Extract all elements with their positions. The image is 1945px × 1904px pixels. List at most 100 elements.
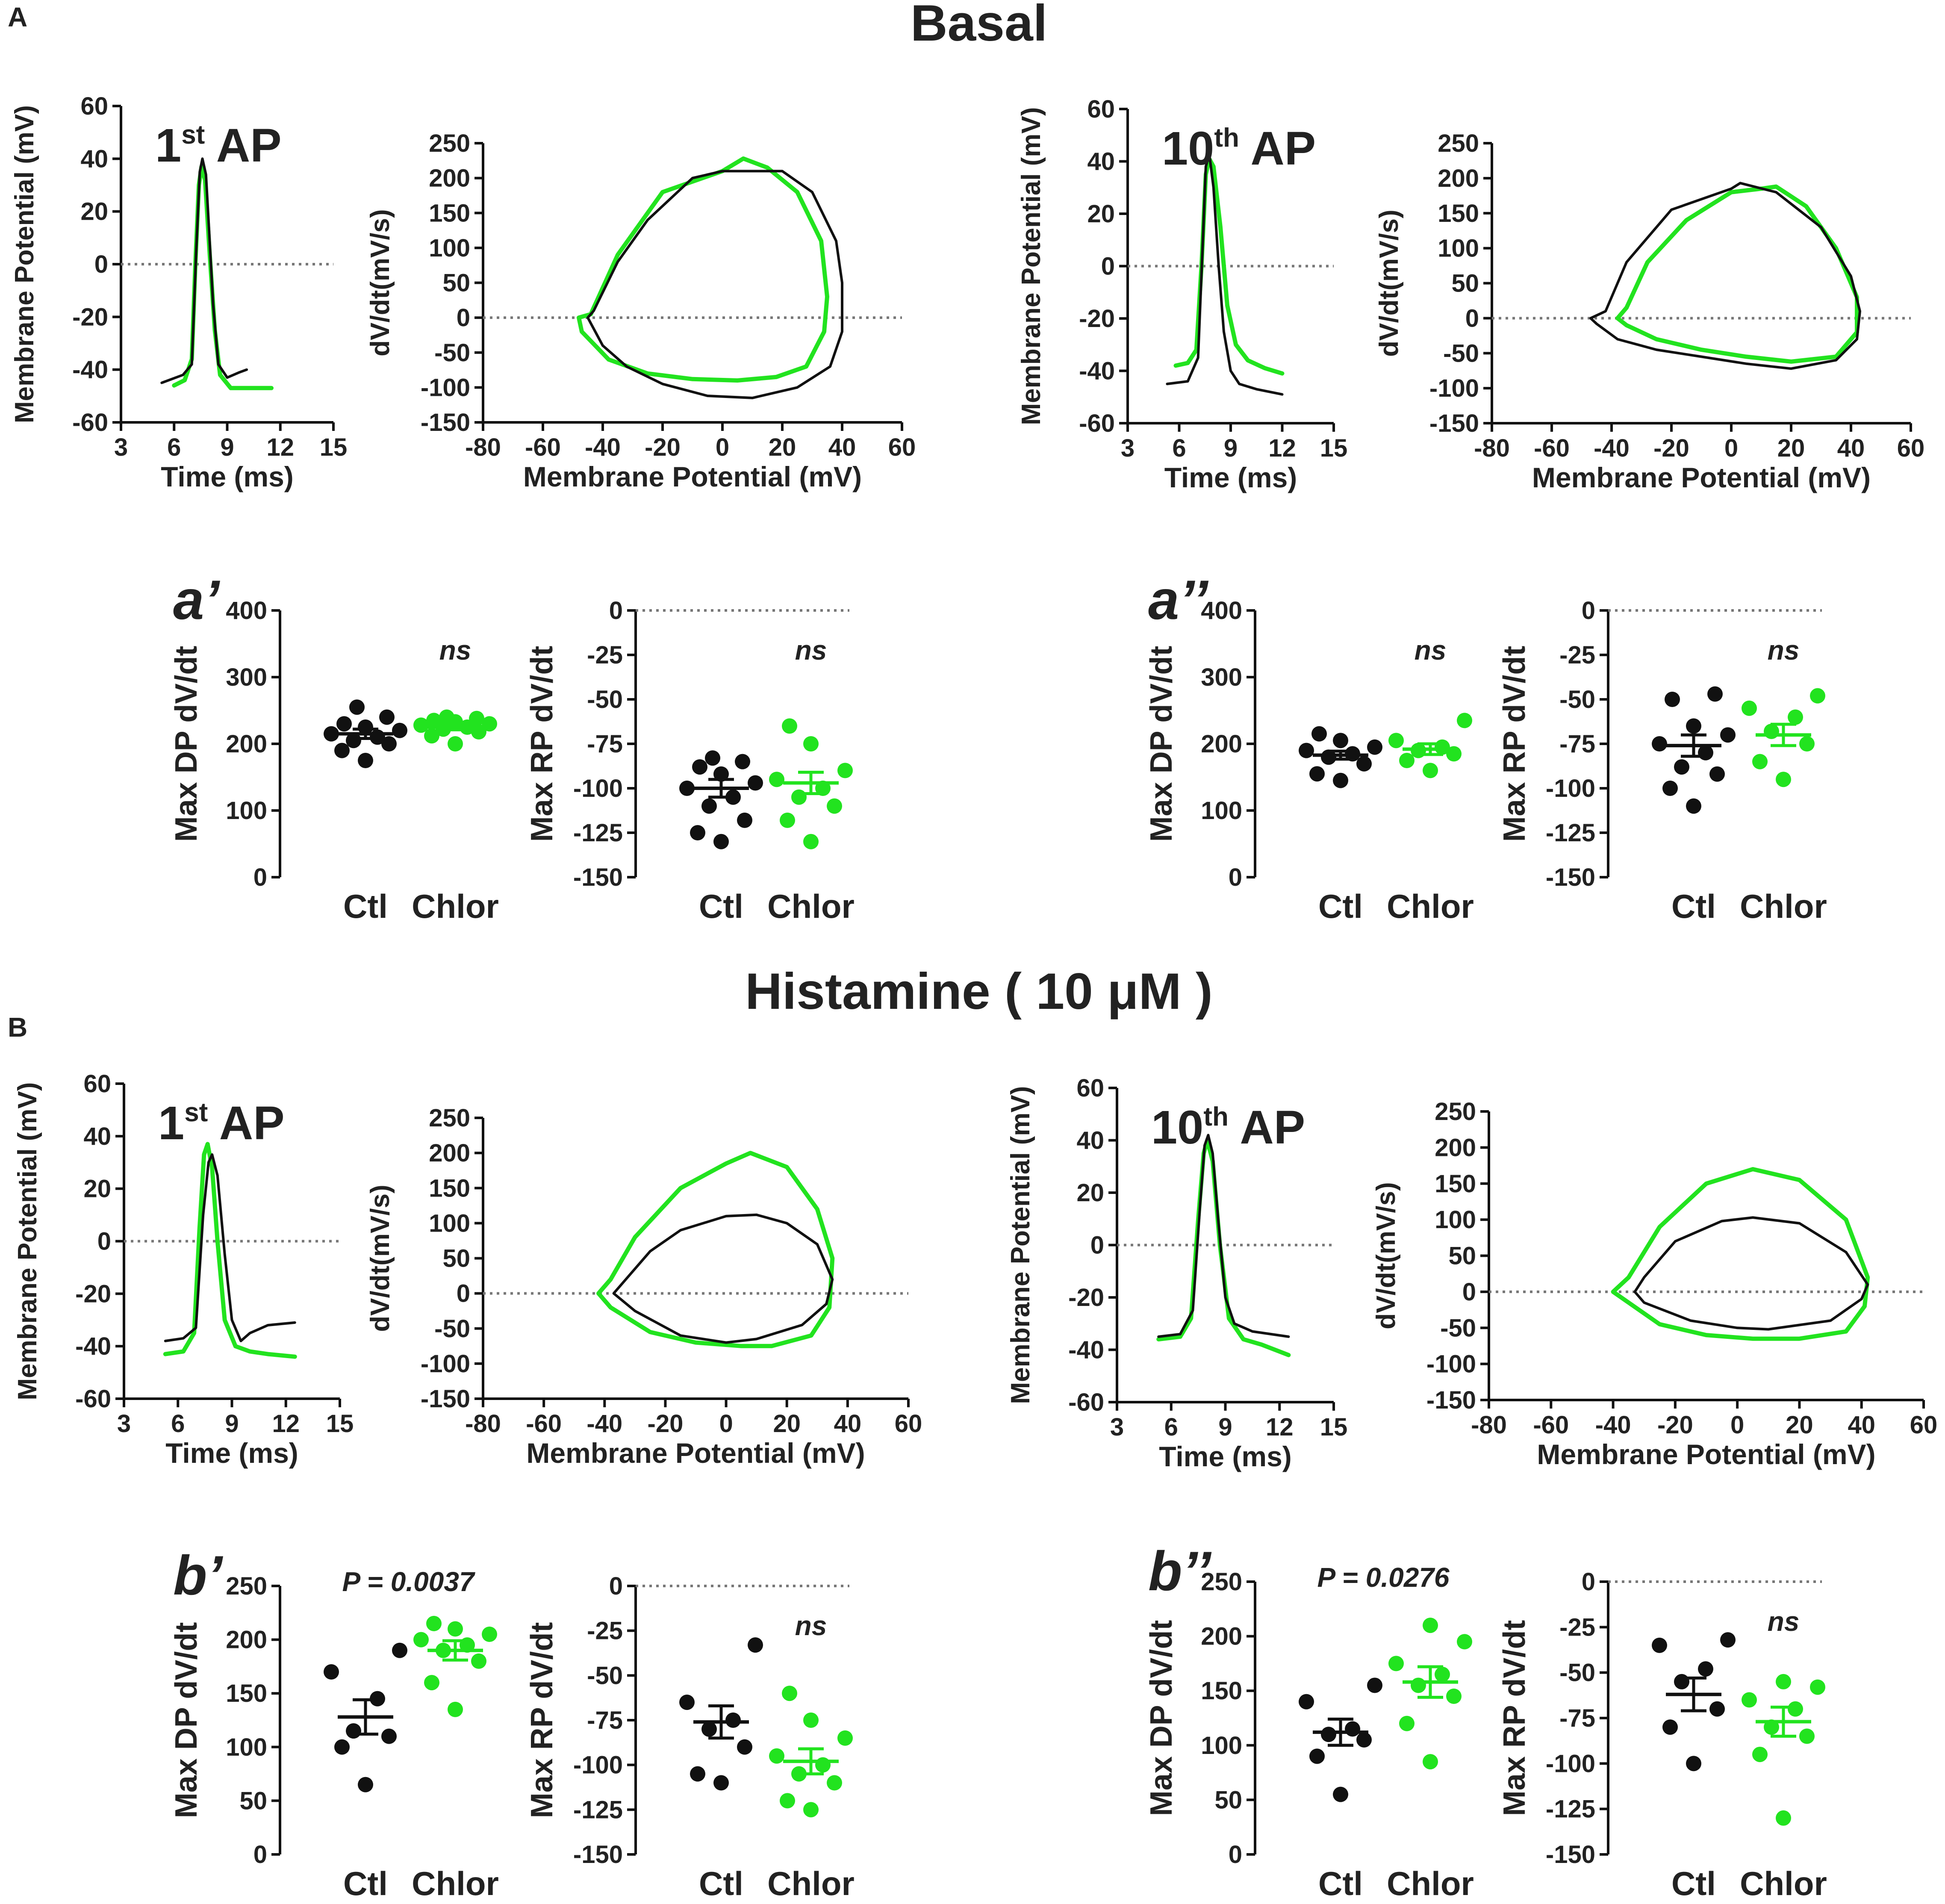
data-point-chlor	[1752, 1747, 1768, 1763]
data-point-ctl	[358, 1777, 373, 1792]
data-point-ctl	[1652, 1637, 1667, 1653]
category-label-ctl: Ctl	[699, 1865, 743, 1902]
y-tick-label: 40	[80, 145, 108, 173]
x-tick-label: 40	[828, 433, 856, 461]
data-point-ctl	[334, 1739, 350, 1755]
y-tick-label: 200	[1201, 1623, 1242, 1651]
y-tick-label: -50	[1443, 339, 1479, 367]
chart-b2_rp: -150 -125 -100 -75 -50 -25 0 Max RP dV/dt Ctl Chl…	[1497, 1568, 1827, 1902]
y-tick-label: 0	[1101, 253, 1115, 280]
x-tick-label: -80	[465, 1410, 501, 1438]
data-point-chlor	[1776, 1674, 1791, 1689]
significance-annotation: ns	[1768, 1606, 1800, 1637]
y-tick-label: -125	[1546, 819, 1595, 847]
x-tick-label: 60	[895, 1410, 922, 1438]
data-point-ctl	[679, 781, 695, 796]
data-point-ctl	[381, 736, 397, 752]
y-tick-label: 60	[83, 1070, 111, 1098]
data-point-chlor	[426, 713, 442, 728]
y-axis-label: Membrane Potential (mV)	[1006, 1086, 1035, 1404]
data-point-chlor	[803, 1802, 819, 1818]
data-point-chlor	[1810, 688, 1825, 704]
y-tick-label: -125	[573, 1796, 623, 1824]
category-label-chlor: Chlor	[1740, 1865, 1827, 1902]
series-line-ctl	[612, 1213, 834, 1344]
y-tick-label: -150	[1546, 864, 1595, 891]
y-tick-label: -50	[1559, 686, 1595, 713]
y-tick-label: 150	[226, 1680, 267, 1707]
data-point-chlor	[426, 1615, 442, 1631]
x-tick-label: 15	[326, 1410, 354, 1438]
x-tick-label: 0	[716, 433, 729, 461]
data-point-ctl	[379, 709, 395, 725]
y-tick-label: -20	[75, 1280, 111, 1308]
x-tick-label: 15	[1320, 434, 1348, 462]
y-tick-label: -75	[1559, 730, 1595, 758]
y-tick-label: 0	[1462, 1278, 1476, 1306]
y-tick-label: 0	[1582, 597, 1595, 625]
y-tick-label: 150	[429, 1174, 470, 1202]
data-point-chlor	[424, 728, 439, 744]
series-line-chlor	[596, 1151, 835, 1348]
chart-B_pp1: -150-100-50050100150200250dV/dt(mV/s)-80…	[365, 1104, 922, 1469]
y-tick-label: 100	[226, 1733, 267, 1761]
data-point-ctl	[381, 1728, 397, 1744]
chart-A_pp1: -150-100-50050100150200250dV/dt(mV/s)-80…	[365, 130, 916, 492]
y-tick-label: -50	[1440, 1314, 1476, 1342]
y-tick-label: 100	[429, 234, 470, 262]
y-tick-label: -100	[1546, 1750, 1595, 1777]
y-tick-label: -100	[573, 1751, 623, 1779]
y-tick-label: 100	[226, 797, 267, 825]
y-tick-label: 40	[1076, 1127, 1104, 1155]
x-tick-label: -60	[1534, 434, 1570, 462]
data-point-chlor	[837, 763, 853, 778]
x-tick-label: 60	[1897, 434, 1925, 462]
data-point-chlor	[482, 716, 497, 732]
data-point-chlor	[1776, 1810, 1791, 1826]
data-point-ctl	[1709, 1701, 1725, 1717]
data-point-ctl	[748, 775, 763, 791]
series-line-ctl	[164, 1153, 296, 1342]
data-point-chlor	[413, 1632, 429, 1648]
data-point-ctl	[1333, 1786, 1348, 1802]
y-tick-label: -40	[1079, 357, 1115, 385]
data-point-chlor	[1423, 1618, 1438, 1633]
significance-annotation: ns	[439, 635, 472, 666]
y-axis-label: Max DP dV/dt	[169, 646, 203, 842]
y-axis-label: Membrane Potential (mV)	[13, 1082, 42, 1400]
category-label-chlor: Chlor	[767, 887, 855, 925]
data-point-chlor	[482, 1627, 497, 1642]
data-point-ctl	[1299, 1694, 1314, 1709]
y-tick-label: 250	[1201, 1568, 1242, 1596]
data-point-ctl	[1686, 718, 1701, 734]
panel-letter-a: A	[8, 2, 27, 32]
y-tick-label: -50	[587, 686, 623, 713]
y-tick-label: 0	[253, 1841, 267, 1869]
y-tick-label: 150	[1201, 1677, 1242, 1705]
x-tick-label: 9	[225, 1410, 239, 1438]
y-tick-label: -50	[1559, 1659, 1595, 1687]
data-point-chlor	[837, 1730, 853, 1746]
data-point-chlor	[1399, 1715, 1415, 1731]
data-point-chlor	[1399, 753, 1415, 768]
y-tick-label: -60	[72, 409, 108, 436]
category-label-ctl: Ctl	[343, 887, 388, 925]
data-point-chlor	[780, 812, 795, 828]
data-point-chlor	[471, 1653, 486, 1669]
data-point-chlor	[815, 1757, 831, 1773]
y-axis-label: dV/dt(mV/s)	[1371, 1182, 1401, 1329]
data-point-chlor	[1457, 713, 1472, 728]
y-tick-label: -100	[1426, 1350, 1476, 1378]
y-tick-label: 200	[1201, 730, 1242, 758]
y-tick-label: 300	[1201, 663, 1242, 691]
y-tick-label: 50	[442, 1245, 470, 1273]
y-tick-label: 60	[80, 92, 108, 120]
y-tick-label: 250	[226, 1572, 267, 1600]
data-point-chlor	[1752, 754, 1768, 769]
x-axis-label: Time (ms)	[1164, 462, 1297, 493]
data-point-chlor	[469, 710, 484, 726]
chart-a1_dp: 0 100 200 300 400 Max DP dV/dt Ctl Chlor ns a’	[169, 569, 499, 925]
trace-label-superscript: th	[1214, 123, 1239, 153]
